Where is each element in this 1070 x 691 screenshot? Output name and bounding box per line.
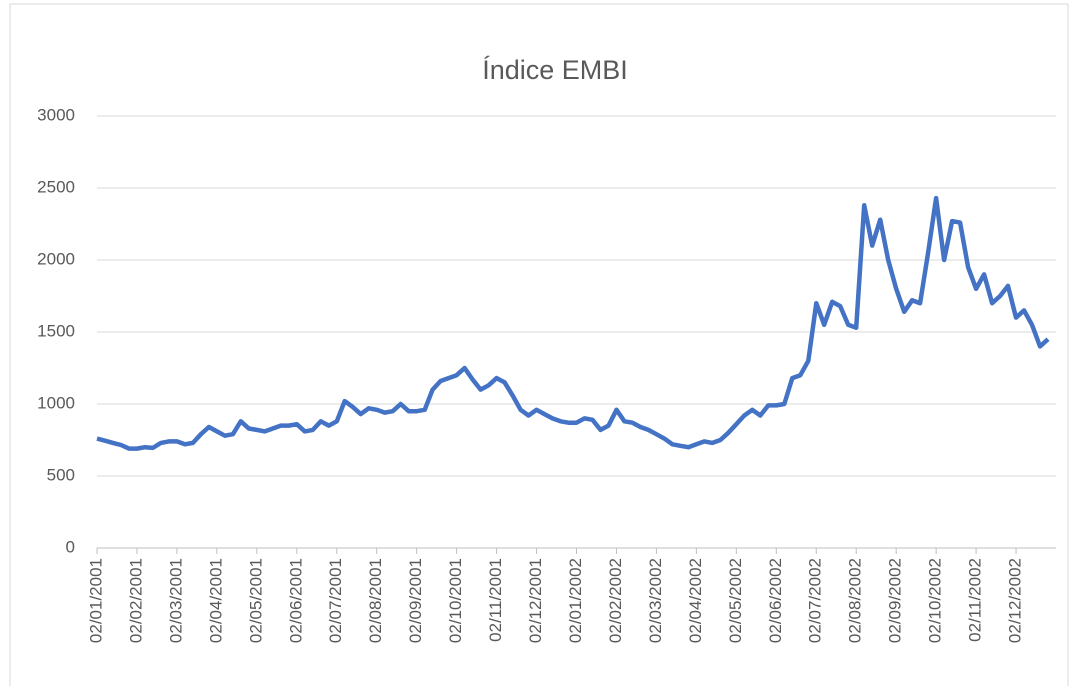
x-tick-label: 02/12/2002 [1006, 558, 1025, 643]
x-tick-label: 02/01/2001 [86, 558, 105, 643]
x-tick-label: 02/01/2002 [566, 558, 585, 643]
x-tick-label: 02/06/2002 [766, 558, 785, 643]
y-tick-label: 0 [66, 537, 75, 556]
x-tick-label: 02/07/2002 [806, 558, 825, 643]
x-tick-label: 02/03/2002 [646, 558, 665, 643]
x-tick-label: 02/06/2001 [286, 558, 305, 643]
line-series [96, 195, 1050, 451]
y-tick-label: 3000 [37, 105, 75, 124]
x-tick-label: 02/05/2002 [726, 558, 745, 643]
x-tick-label: 02/09/2001 [406, 558, 425, 643]
x-tick-label: 02/10/2002 [926, 558, 945, 643]
y-tick-label: 1500 [37, 321, 75, 340]
x-tick-label: 02/02/2001 [126, 558, 145, 643]
x-tick-label: 02/09/2002 [886, 558, 905, 643]
x-tick-label: 02/12/2001 [526, 558, 545, 643]
y-tick-label: 2500 [37, 177, 75, 196]
x-tick-label: 02/08/2002 [846, 558, 865, 643]
x-tick-label: 02/05/2001 [246, 558, 265, 643]
chart-title: Índice EMBI [482, 55, 628, 85]
x-tick-label: 02/03/2001 [166, 558, 185, 643]
x-tick-label: 02/11/2001 [486, 558, 505, 642]
y-tick-label: 2000 [37, 249, 75, 268]
x-tick-label: 02/02/2002 [606, 558, 625, 643]
y-tick-label: 500 [47, 465, 75, 484]
x-tick-label: 02/08/2001 [366, 558, 385, 643]
x-tick-label: 02/07/2001 [326, 558, 345, 643]
chart-frame [9, 3, 1069, 691]
x-tick-label: 02/04/2002 [686, 558, 705, 643]
x-tick-label: 02/04/2001 [206, 558, 225, 643]
x-tick-label: 02/10/2001 [446, 558, 465, 643]
y-tick-label: 1000 [37, 393, 75, 412]
x-tick-label: 02/11/2002 [966, 558, 985, 642]
